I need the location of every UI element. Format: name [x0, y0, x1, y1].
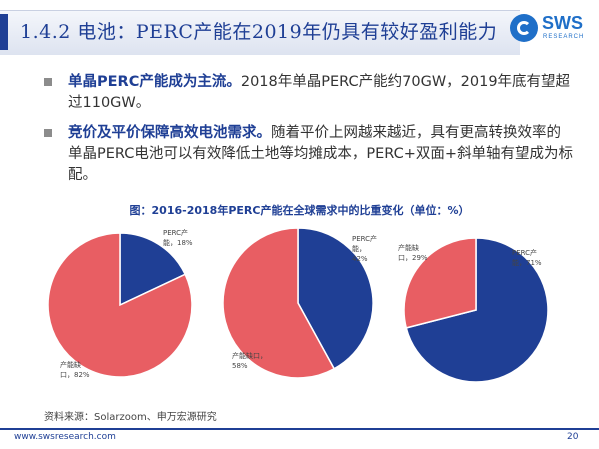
bullet-marker	[44, 129, 52, 137]
bullet-marker	[44, 78, 52, 86]
bullet-text: 随着平价上网越来越近，具有更高转换效率的单晶PERC电池可以有效降低土地等均摊成…	[68, 125, 574, 183]
pie-label-gap: 58%	[232, 362, 248, 370]
pie-label-gap: 产能缺口，	[232, 351, 267, 360]
pie-label-perc: PERC产	[512, 248, 537, 257]
footer-url[interactable]: www.swsresearch.com	[14, 432, 116, 442]
pie-chart-2018	[403, 237, 549, 383]
bullet-heading: 单晶PERC产能成为主流。	[68, 74, 241, 90]
pie-label-gap: 口，29%	[398, 254, 428, 262]
source-note: 资料来源：Solarzoom、申万宏源研究	[44, 412, 217, 423]
title-accent	[0, 14, 8, 50]
pie-charts: PERC产 能，18% 产能缺 口，82% PERC产 能， 42% 产能缺口，…	[47, 227, 549, 383]
bullet-item: 单晶PERC产能成为主流。2018年单晶PERC产能约70GW，2019年底有望…	[44, 72, 574, 114]
page-number: 20	[567, 432, 579, 442]
pie-label-gap: 产能缺	[398, 243, 419, 252]
pie-slice-perc	[119, 232, 187, 307]
footer-divider	[0, 428, 599, 430]
logo-text: SWS	[542, 13, 584, 33]
pie-label-perc: 42%	[352, 255, 368, 263]
pie-slice-gap	[403, 237, 477, 329]
title-bar	[0, 10, 520, 55]
logo-subtext: RESEARCH	[543, 34, 585, 40]
sws-logo: SWS RESEARCH	[510, 10, 594, 50]
pie-chart-2017	[222, 227, 374, 379]
pie-label-gap: 产能缺	[60, 360, 81, 369]
bullet-text: 2018年单晶PERC产能约70GW，2019年底有望超过110GW。	[68, 74, 571, 111]
pie-label-perc: PERC产	[352, 234, 377, 243]
pie-label-perc: 能，18%	[163, 238, 193, 247]
pie-label-perc: 能，71%	[512, 258, 542, 267]
header: 1.4.2 电池：PERC产能在2019年仍具有较好盈利能力 SWS RESEA…	[0, 0, 599, 56]
bullet-item: 竞价及平价保障高效电池需求。随着平价上网越来越近，具有更高转换效率的单晶PERC…	[44, 123, 574, 186]
bullet-list: 单晶PERC产能成为主流。2018年单晶PERC产能约70GW，2019年底有望…	[44, 72, 574, 195]
page-title: 1.4.2 电池：PERC产能在2019年仍具有较好盈利能力	[20, 21, 498, 43]
pie-slice-gap	[222, 227, 336, 379]
bullet-heading: 竞价及平价保障高效电池需求。	[68, 125, 271, 141]
pie-chart-2016	[47, 232, 193, 378]
logo-icon	[510, 14, 538, 42]
pie-label-perc: PERC产	[163, 228, 188, 237]
chart-title: 图：2016-2018年PERC产能在全球需求中的比重变化（单位：%）	[129, 204, 470, 217]
pie-label-perc: 能，	[352, 244, 366, 253]
pie-slice-gap	[47, 232, 193, 378]
pie-label-gap: 口，82%	[60, 371, 90, 379]
pie-slice-perc	[405, 237, 549, 383]
pie-slice-perc	[297, 227, 374, 370]
